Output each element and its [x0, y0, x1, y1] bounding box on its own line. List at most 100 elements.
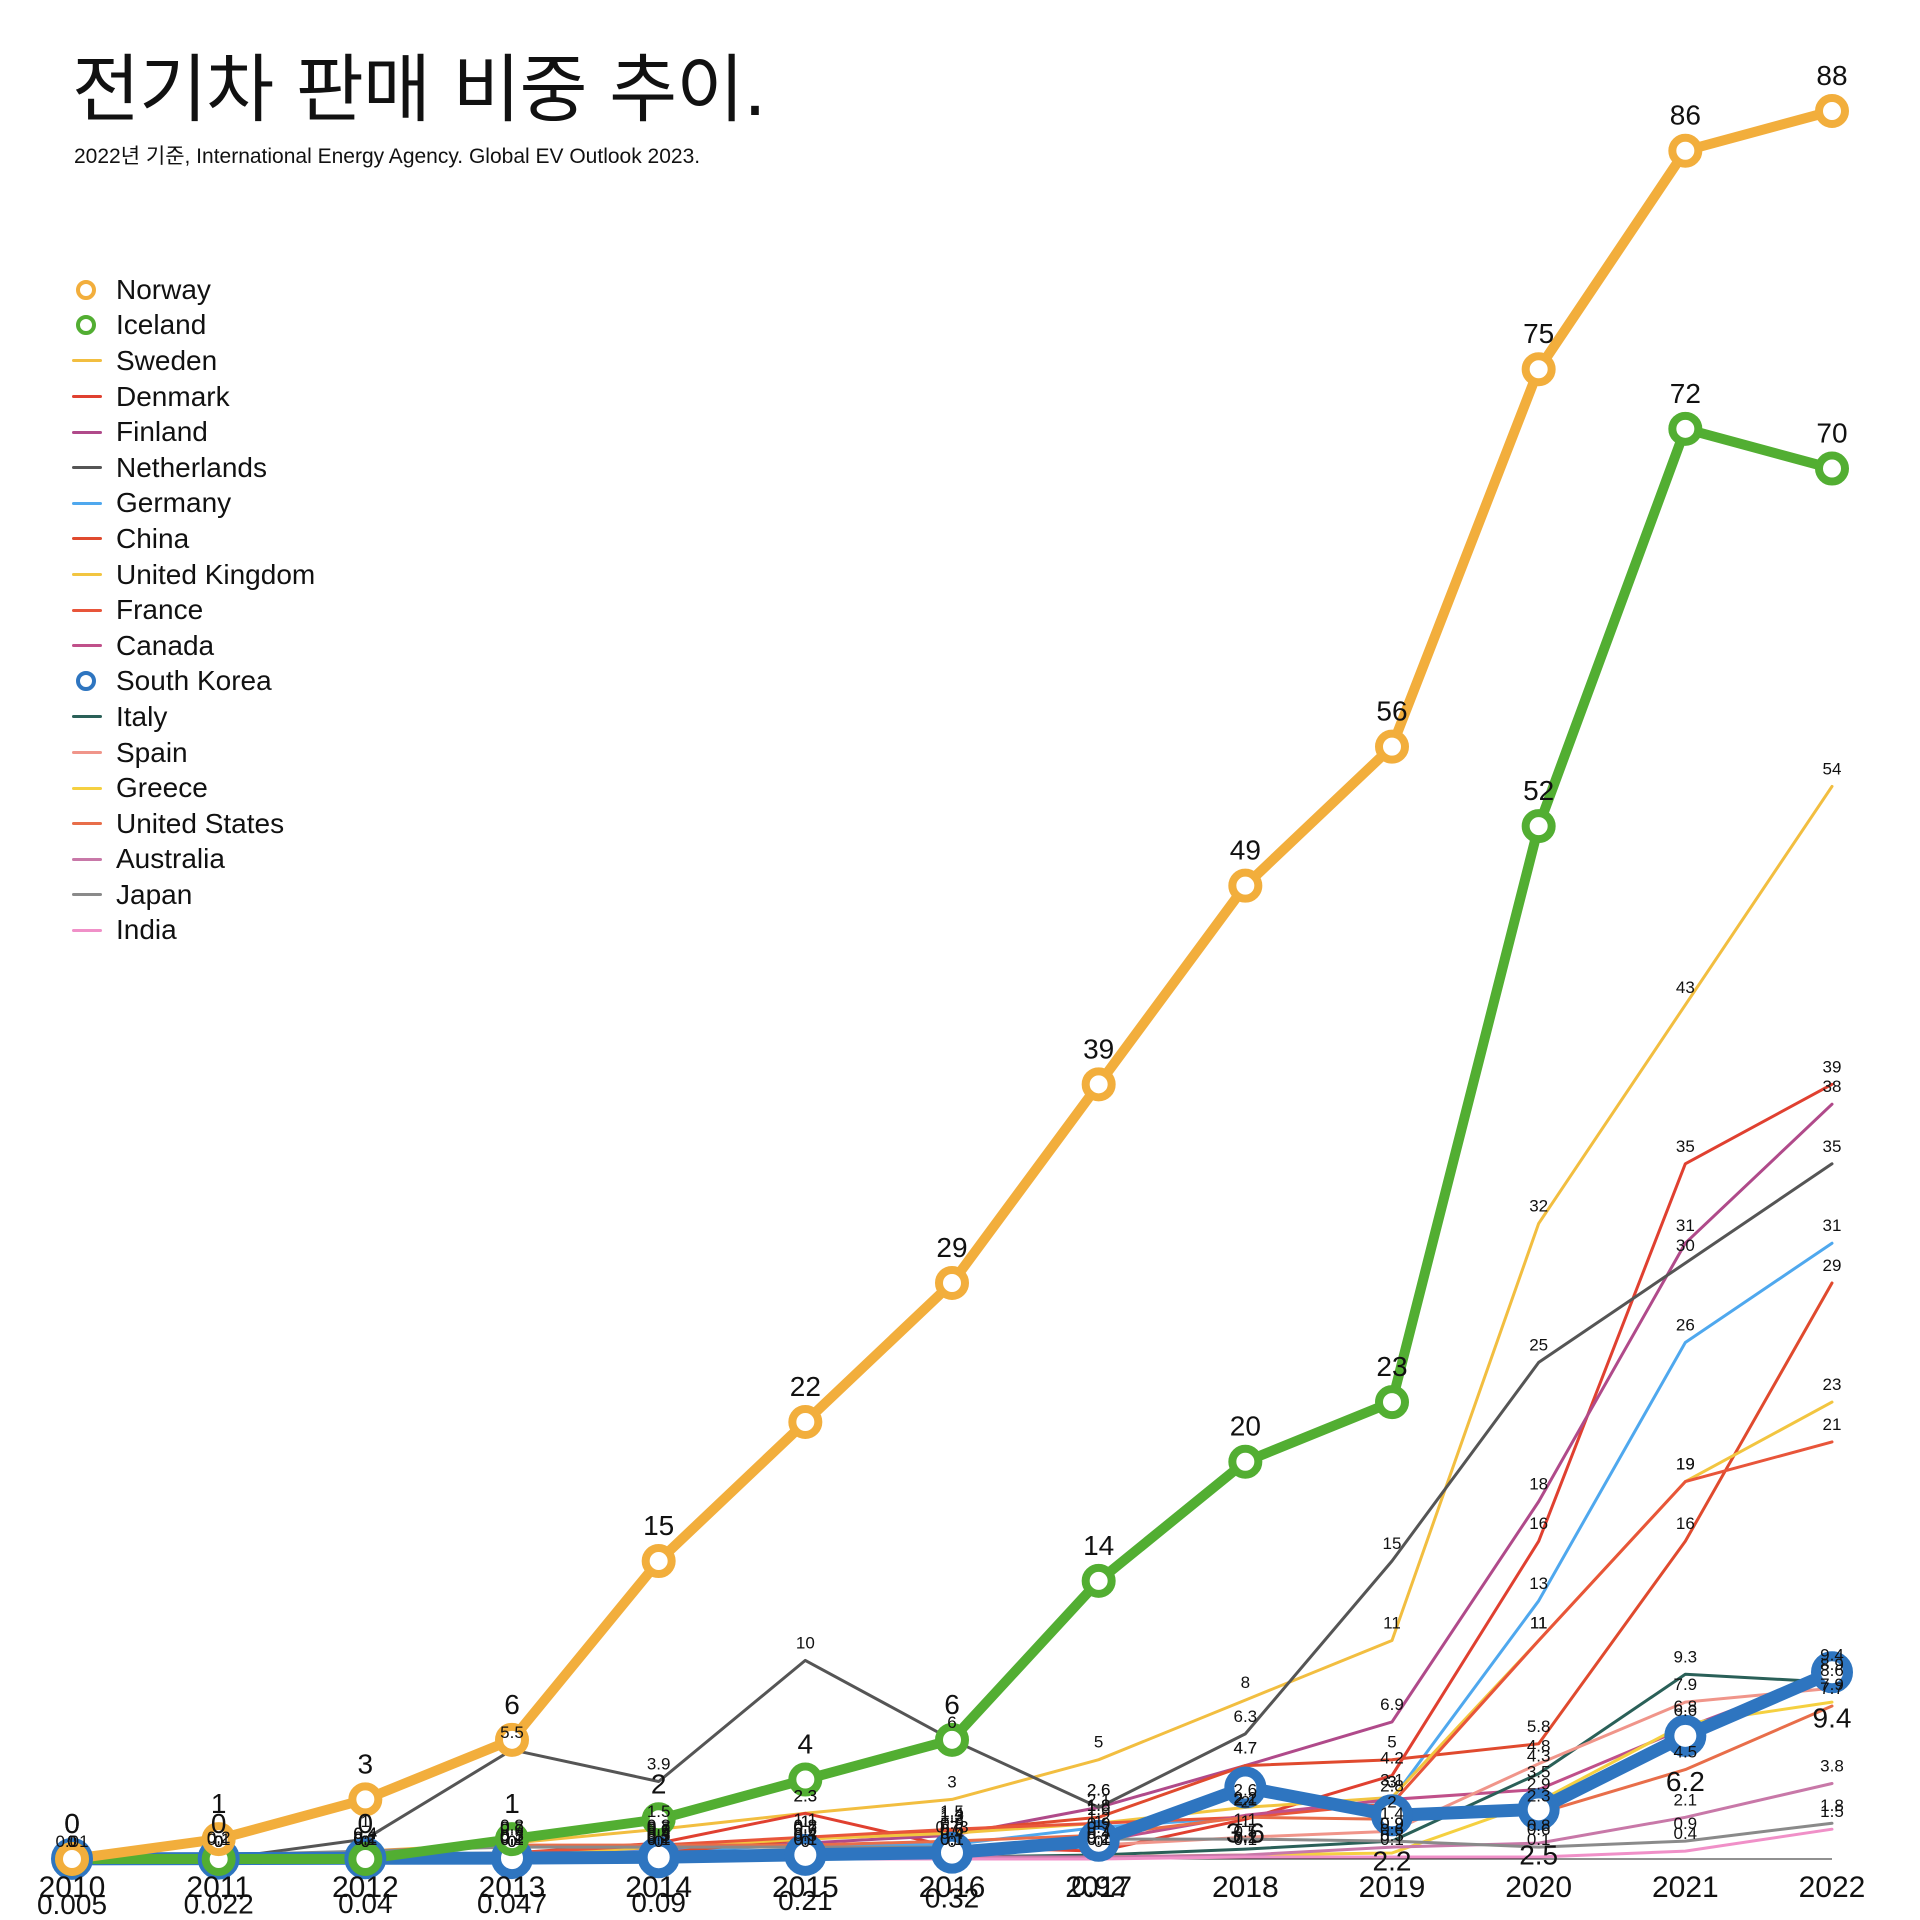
legend-item-united-kingdom: United Kingdom	[72, 557, 315, 593]
data-label-germany-2016: 0.73	[935, 1817, 968, 1836]
data-label-denmark-2019: 4.2	[1380, 1749, 1404, 1768]
data-label-australia-2022: 3.8	[1820, 1757, 1844, 1776]
marker-norway-2019	[1375, 729, 1409, 764]
data-label-denmark-2017: 0.4	[1087, 1824, 1111, 1843]
data-label-italy-2016: 0.1	[940, 1830, 964, 1849]
data-label-australia-2018: 0.2	[1234, 1828, 1258, 1847]
data-label-united-kingdom-2010: 0	[67, 1832, 76, 1851]
legend-swatch-finland	[72, 422, 102, 442]
data-label-greece-2010: 0	[67, 1832, 76, 1851]
x-tick-label-2021: 2021	[1652, 1871, 1719, 1904]
x-tick-label-2014: 2014	[625, 1871, 692, 1904]
data-label-sweden-2018: 8	[1241, 1673, 1250, 1692]
data-label-greece-2016: 0.1	[940, 1830, 964, 1849]
legend-swatch-iceland	[72, 315, 102, 336]
legend-item-india: India	[72, 913, 315, 949]
data-label-india-2011: 0	[214, 1832, 223, 1851]
data-label-denmark-2011: 0	[214, 1832, 223, 1851]
data-label-germany-2012: 0.1	[354, 1830, 378, 1849]
data-label-south-korea-2015: 0.21	[778, 1885, 833, 1916]
x-tick-label-2010: 2010	[39, 1871, 106, 1904]
x-tick-label-2018: 2018	[1212, 1871, 1279, 1904]
legend-label-denmark: Denmark	[116, 380, 230, 412]
legend-item-finland: Finland	[72, 414, 315, 450]
legend-label-netherlands: Netherlands	[116, 451, 267, 483]
data-label-united-states-2011: 0.1	[207, 1830, 231, 1849]
legend-item-sweden: Sweden	[72, 343, 315, 379]
data-label-germany-2011: 0	[214, 1832, 223, 1851]
data-label-greece-2021: 6.8	[1674, 1697, 1698, 1716]
data-label-germany-2019: 3	[1387, 1772, 1396, 1791]
data-label-spain-2013: 0.1	[500, 1830, 524, 1849]
marker-south-korea-2022	[1811, 1651, 1853, 1694]
data-label-germany-2022: 31	[1823, 1216, 1842, 1235]
data-label-norway-2019: 56	[1376, 696, 1407, 727]
data-label-china-2014: 0.3	[647, 1826, 671, 1845]
marker-iceland-2014	[641, 1802, 676, 1837]
data-label-india-2022: 1.5	[1820, 1802, 1844, 1821]
legend-item-united-states: United States	[72, 806, 315, 842]
data-label-greece-2012: 0	[361, 1832, 370, 1851]
data-label-spain-2019: 1.4	[1380, 1804, 1404, 1823]
data-label-netherlands-2018: 6.3	[1234, 1707, 1258, 1726]
data-label-united-states-2013: 0.7	[500, 1818, 524, 1837]
data-label-india-2013: 0	[507, 1832, 516, 1851]
legend-label-australia: Australia	[116, 843, 225, 875]
data-label-iceland-2019: 23	[1376, 1351, 1407, 1382]
chart-subtitle: 2022년 기준, International Energy Agency. G…	[74, 145, 701, 168]
data-label-china-2013: 0.1	[500, 1830, 524, 1849]
legend-label-sweden: Sweden	[116, 344, 218, 376]
legend-swatch-italy	[72, 707, 102, 727]
data-label-sweden-2011: 0	[214, 1832, 223, 1851]
data-label-netherlands-2014: 3.9	[647, 1755, 671, 1774]
data-label-france-2018: 2.1	[1234, 1790, 1258, 1809]
data-label-germany-2018: 2.1	[1234, 1790, 1258, 1809]
legend-label-france: France	[116, 594, 204, 626]
data-label-italy-2019: 0.9	[1380, 1814, 1404, 1833]
data-label-united-states-2019: 2	[1387, 1792, 1396, 1811]
data-label-india-2010: 0	[67, 1832, 76, 1851]
data-label-japan-2014: 0.6	[647, 1820, 671, 1839]
data-label-finland-2022: 38	[1823, 1077, 1842, 1096]
x-tick-labels: 2010 2011 2012 2013 2014 2015 2016 2017 2018 2019…	[39, 1871, 1866, 1904]
marker-norway-2017	[1081, 1067, 1116, 1102]
data-label-iceland-2021: 72	[1670, 378, 1701, 409]
data-label-norway-2018: 49	[1230, 835, 1261, 866]
marker-iceland-2018	[1228, 1444, 1263, 1479]
marker-iceland-2013	[495, 1822, 529, 1857]
data-label-india-2019: 0.1	[1380, 1830, 1404, 1849]
legend-label-japan: Japan	[116, 878, 193, 910]
data-label-south-korea-2012: 0.04	[338, 1888, 393, 1919]
data-label-norway-2013: 6	[504, 1689, 520, 1720]
data-label-italy-2010: 0	[67, 1832, 76, 1851]
data-label-iceland-2020: 52	[1523, 775, 1554, 806]
data-label-norway-2021: 86	[1670, 100, 1701, 131]
data-label-canada-2013: 0.2	[500, 1828, 524, 1847]
data-label-canada-2017: 0.9	[1087, 1814, 1111, 1833]
data-label-france-2019: 2.8	[1380, 1776, 1404, 1795]
data-label-france-2011: 0	[214, 1832, 223, 1851]
data-label-japan-2011: 0.2	[207, 1828, 231, 1847]
data-label-canada-2011: 0	[214, 1832, 223, 1851]
data-label-greece-2022: 7.9	[1820, 1675, 1844, 1694]
data-label-south-korea-2013: 0.047	[477, 1888, 547, 1919]
data-label-spain-2015: 0.3	[794, 1826, 818, 1845]
legend-swatch-australia	[72, 849, 102, 869]
data-label-netherlands-2017: 2.6	[1087, 1780, 1111, 1799]
legend-item-greece: Greece	[72, 770, 315, 806]
data-label-netherlands-2019: 15	[1383, 1534, 1402, 1553]
data-label-italy-2014: 0.1	[647, 1830, 671, 1849]
legend-label-norway: Norway	[116, 273, 211, 305]
data-label-norway-2016: 29	[936, 1232, 967, 1263]
x-tick-label-2022: 2022	[1799, 1871, 1866, 1904]
data-label-canada-2022: 9.4	[1820, 1645, 1844, 1664]
legend-label-china: China	[116, 522, 190, 554]
data-label-greece-2015: 0	[801, 1832, 810, 1851]
data-label-united-kingdom-2018: 2.6	[1234, 1780, 1258, 1799]
data-label-south-korea-2022: 9.4	[1813, 1702, 1852, 1733]
data-label-iceland-2011: 0	[211, 1808, 227, 1839]
data-label-denmark-2020: 16	[1529, 1514, 1548, 1533]
data-label-greece-2019: 0.3	[1380, 1826, 1404, 1845]
marker-iceland-2016	[935, 1722, 969, 1757]
data-label-italy-2017: 0.2	[1087, 1828, 1111, 1847]
